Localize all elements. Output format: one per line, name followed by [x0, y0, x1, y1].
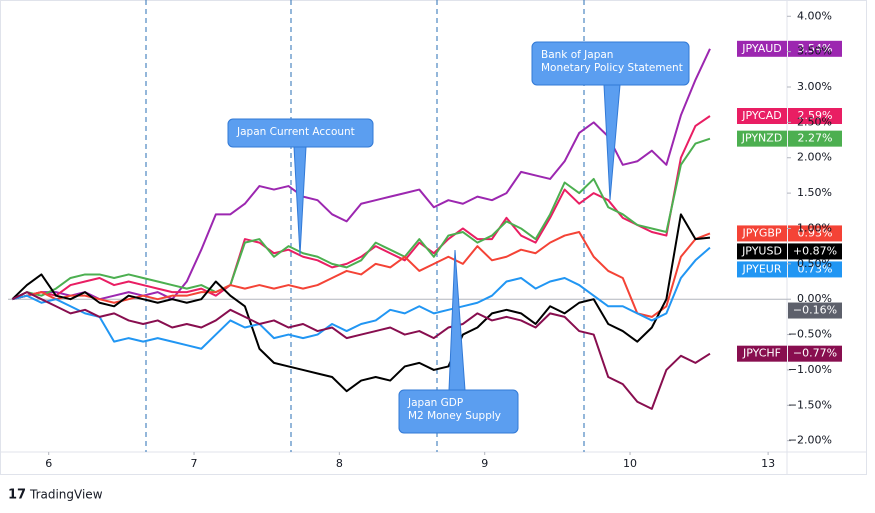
- reference-tag-label: −0.16%: [793, 304, 837, 317]
- series-line: [12, 115, 711, 301]
- logo: 𝟭𝟳 TradingView: [8, 488, 103, 503]
- callout-box: [227, 118, 374, 148]
- callout-text: Japan Current Account: [236, 126, 355, 138]
- legend-swatch: [737, 40, 787, 57]
- callout-text: Japan GDP: [407, 397, 463, 409]
- value-tag-label: 0.93%: [798, 226, 833, 239]
- callout-text: Bank of Japan: [541, 49, 613, 61]
- value-tag: [788, 225, 842, 242]
- reference-tag: [788, 302, 842, 319]
- value-tag: [788, 130, 842, 147]
- y-tick-label: −1.50%: [788, 398, 832, 411]
- legend-label: JPYUSD: [741, 244, 782, 257]
- legend-swatch: [737, 108, 787, 125]
- x-tick-label: 9: [481, 457, 488, 470]
- y-tick-label: 2.00%: [797, 151, 832, 164]
- last-value-tags: JPYAUD 3.54% JPYCAD 2.59% JPYNZD 2.27% JPYGBP 0…: [737, 40, 842, 362]
- legend-swatch: [737, 243, 787, 260]
- legend-swatch: [737, 130, 787, 147]
- legend-swatch: [737, 345, 787, 362]
- y-tick-label: 0.00%: [797, 292, 832, 305]
- y-tick-label: 1.50%: [797, 186, 832, 199]
- legend-swatch: [737, 261, 787, 278]
- value-tag: [788, 261, 842, 278]
- y-tick-label: 0.50%: [797, 257, 832, 270]
- series-line: [11, 137, 711, 301]
- brand: TradingView: [29, 488, 103, 502]
- series-line: [12, 48, 711, 301]
- value-tag-label: −0.77%: [793, 347, 837, 360]
- x-tick-label: 6: [45, 457, 52, 470]
- callout-box: [398, 389, 519, 434]
- x-tick-label: 13: [761, 457, 775, 470]
- x-tick-label: 10: [623, 457, 637, 470]
- value-tag: [788, 108, 842, 125]
- series-line: [11, 213, 711, 393]
- legend-label: JPYAUD: [741, 42, 782, 55]
- value-tag-label: +0.87%: [793, 244, 837, 257]
- callout-text: Monetary Policy Statement: [541, 62, 683, 74]
- value-tag-label: 2.59%: [798, 109, 833, 122]
- value-tag-label: 2.27%: [798, 132, 833, 145]
- series-line: [11, 291, 711, 410]
- x-tick-label: 7: [191, 457, 198, 470]
- y-tick-label: −0.50%: [788, 328, 832, 341]
- value-tag: [788, 345, 842, 362]
- value-tag: [788, 40, 842, 57]
- legend-label: JPYGBP: [741, 226, 781, 239]
- series-line: [12, 246, 711, 350]
- callout-text: M2 Money Supply: [408, 410, 501, 422]
- y-tick-label: −2.00%: [788, 434, 832, 447]
- legend-label: JPYNZD: [741, 132, 783, 145]
- callout-box: [531, 41, 690, 86]
- series-line: [12, 231, 711, 318]
- value-tag-label: 0.73%: [798, 262, 833, 275]
- y-tick-label: 3.00%: [797, 80, 832, 93]
- value-tag-label: 3.54%: [798, 42, 833, 55]
- legend-label: JPYEUR: [742, 262, 782, 275]
- x-tick-label: 8: [336, 457, 343, 470]
- legend-label: JPYCAD: [741, 109, 781, 122]
- logo-mark: 𝟭𝟳: [8, 488, 26, 503]
- legend-label: JPYCHF: [742, 347, 781, 360]
- y-tick-label: −1.00%: [788, 363, 832, 376]
- y-tick-label: 1.00%: [797, 221, 832, 234]
- value-tag: [788, 243, 842, 260]
- plot-area: [8, 48, 787, 410]
- legend-swatch: [737, 225, 787, 242]
- y-tick-label: 3.50%: [797, 45, 832, 58]
- y-tick-label: 2.50%: [797, 115, 832, 128]
- y-tick-label: 4.00%: [797, 9, 832, 22]
